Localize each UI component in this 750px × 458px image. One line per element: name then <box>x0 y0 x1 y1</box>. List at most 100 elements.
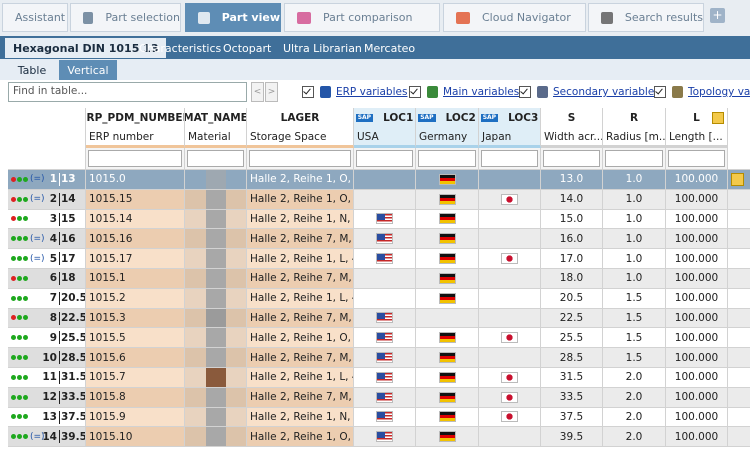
filter-cell[interactable] <box>666 148 728 170</box>
cell: 2.0 <box>603 368 666 388</box>
view-tab[interactable]: Table <box>6 60 58 80</box>
search-input[interactable]: Find in table... <box>8 82 247 102</box>
flag-us <box>376 411 393 423</box>
cell <box>354 387 416 408</box>
column-label: USA <box>354 128 416 148</box>
checkbox[interactable] <box>654 86 666 98</box>
row-index: 13 <box>42 410 57 423</box>
cell: 100.000 <box>666 229 728 250</box>
cell <box>416 249 479 269</box>
toggle-label[interactable]: Main variables <box>443 86 520 98</box>
column-label: Material <box>185 128 247 148</box>
status-cell: 13 37.5 <box>8 407 86 428</box>
checkbox[interactable] <box>302 86 314 98</box>
row-size: 18 <box>61 272 76 285</box>
subtab[interactable]: Mercateo <box>364 41 416 55</box>
row-index: 3 <box>49 212 57 225</box>
status-dot <box>17 434 22 440</box>
cell: 1.5 <box>603 308 666 329</box>
toggle-label[interactable]: ERP variables <box>336 86 408 98</box>
status-dot <box>23 434 28 440</box>
row-size: 22.5 <box>61 311 86 324</box>
cell: 100.000 <box>666 170 728 190</box>
cell <box>416 269 479 289</box>
cell <box>354 269 416 289</box>
status-dot <box>23 295 28 301</box>
cell: 100.000 <box>666 269 728 289</box>
cell: 1.0 <box>603 269 666 289</box>
filter-cell <box>354 148 416 170</box>
cell <box>354 288 416 309</box>
tab[interactable]: Cloud Navigator <box>443 3 586 32</box>
tab[interactable]: Part comparison <box>284 3 440 32</box>
row-index: 10 <box>42 351 57 364</box>
status-dot <box>17 315 22 321</box>
cell: Halle 2, Reihe 1, O, 2, 3 <box>247 427 354 448</box>
cell: Halle 2, Reihe 1, O, 2, 3 <box>247 328 354 349</box>
status-cell: 12 33.5 <box>8 387 86 408</box>
cell: 1015.0 <box>86 170 185 190</box>
flag-us <box>376 233 393 245</box>
flag-us <box>376 371 393 383</box>
cell: 100.000 <box>666 308 728 329</box>
tab[interactable]: Part view <box>185 3 281 32</box>
subtab[interactable]: Characteristics <box>139 41 222 55</box>
view-tab[interactable]: Vertical <box>59 60 117 80</box>
status-dot <box>23 355 28 361</box>
status-dot <box>23 236 28 242</box>
cell <box>354 209 416 230</box>
toggle[interactable]: Secondary variables <box>519 84 660 100</box>
link-icon: (=) <box>30 194 45 205</box>
cell <box>728 407 750 428</box>
flag-de <box>438 352 456 364</box>
column-name: ERP_PDM_NUMBER <box>86 108 185 128</box>
column-name-text: L <box>693 112 700 124</box>
checkbox[interactable] <box>409 86 421 98</box>
column-label: Width acr... <box>541 128 603 148</box>
cell <box>479 269 541 289</box>
subtab[interactable]: Octopart <box>223 41 272 55</box>
filter-cell <box>86 148 185 170</box>
cell <box>354 229 416 250</box>
subtab[interactable]: Ultra Librarian <box>283 41 362 55</box>
row-index: 5 <box>49 252 57 265</box>
cell: 28.5 <box>541 348 603 368</box>
cell <box>479 368 541 388</box>
toggle[interactable]: Main variables <box>409 84 519 100</box>
cell: 16.0 <box>541 229 603 250</box>
tab[interactable]: Assistant <box>2 3 68 32</box>
cell <box>479 170 541 190</box>
column-name: MAT_NAME <box>185 108 247 128</box>
next-button[interactable]: > <box>265 82 278 102</box>
subtab[interactable]: Hexagonal DIN 1015 13 <box>5 38 167 58</box>
cell: 2.0 <box>603 407 666 428</box>
status-cell: (=) 1 13 <box>8 170 86 190</box>
cell <box>185 308 247 329</box>
status-dot <box>11 335 16 341</box>
status-cell: 9 25.5 <box>8 328 86 349</box>
toggle-label[interactable]: Secondary variables <box>553 86 660 98</box>
separator <box>59 390 60 404</box>
status-dot <box>23 394 28 400</box>
tab[interactable]: Search results <box>588 3 704 32</box>
flag-jp <box>501 193 518 205</box>
tab-icon <box>601 11 613 24</box>
flag-jp <box>501 411 518 423</box>
column-name: SAP LOC2 <box>416 108 479 128</box>
column-label: Japan <box>479 128 541 148</box>
tab[interactable]: Part selection <box>70 3 181 32</box>
cell <box>728 328 750 349</box>
checkbox[interactable] <box>519 86 531 98</box>
toggle[interactable]: ERP variables <box>302 84 407 100</box>
toggle-label[interactable]: Topology varia <box>688 86 750 98</box>
row-size: 15 <box>61 212 76 225</box>
cell <box>185 189 247 210</box>
prev-button[interactable]: < <box>251 82 264 102</box>
material-swatch <box>205 209 226 229</box>
toggle[interactable]: Topology varia <box>654 84 750 100</box>
cell <box>185 269 247 289</box>
add-tab-button[interactable]: + <box>710 8 725 23</box>
status-cell: 11 31.5 <box>8 368 86 388</box>
separator <box>59 331 60 345</box>
